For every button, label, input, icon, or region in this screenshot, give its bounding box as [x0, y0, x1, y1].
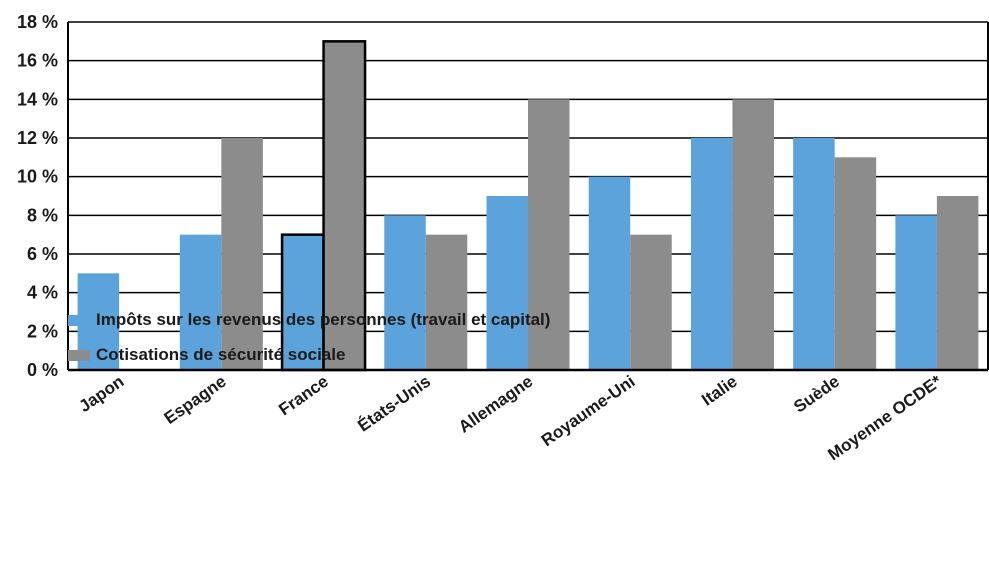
bar-états-unis-s0 [384, 215, 426, 370]
plot-frame [67, 22, 989, 372]
bar-espagne-s0 [179, 234, 222, 370]
x-category-label: Royaume-Uni [538, 372, 639, 450]
bar-états-unis-s1 [425, 234, 468, 370]
legend-label-income-tax: Impôts sur les revenus des personnes (tr… [96, 310, 551, 329]
y-tick-label: 12 % [17, 128, 58, 148]
x-category-label: France [275, 372, 332, 420]
x-category-label: Italie [698, 372, 741, 410]
y-tick-label: 10 % [17, 167, 58, 187]
bar-moyenne-ocde--s0 [895, 215, 937, 370]
bar-italie-s1 [732, 99, 774, 370]
legend-swatch-social-security [68, 349, 90, 361]
legend-item-income-tax: Impôts sur les revenus des personnes (tr… [68, 310, 550, 330]
x-category-label: Japon [75, 372, 127, 416]
bar-moyenne-ocde--s1 [936, 196, 979, 370]
bar-france-s1 [322, 40, 367, 372]
x-category-label: Espagne [161, 372, 230, 428]
y-tick-label: 4 % [27, 283, 58, 303]
bar-espagne-s1 [221, 138, 263, 370]
bar-suède-s0 [793, 138, 835, 370]
x-category-label: Suède [790, 372, 843, 417]
y-tick-label: 18 % [17, 12, 58, 32]
bar-allemagne-s0 [486, 196, 528, 370]
bar-allemagne-s1 [528, 99, 570, 370]
legend-swatch-income-tax [68, 314, 90, 326]
y-tick-label: 16 % [17, 51, 58, 71]
y-tick-label: 8 % [27, 205, 58, 225]
bar-royaume-uni-s0 [588, 176, 631, 370]
y-axis-tick-labels: 0 % 2 % 4 % 6 % 8 % 10 % 12 % 14 % 16 % 18 % [17, 12, 58, 380]
bars [77, 40, 979, 372]
bar-italie-s0 [690, 138, 733, 370]
x-category-label: Moyenne OCDE* [824, 371, 945, 464]
bar-royaume-uni-s1 [630, 234, 672, 370]
y-tick-label: 0 % [27, 360, 58, 380]
legend-label-social-security: Cotisations de sécurité sociale [96, 345, 346, 364]
bar-suède-s1 [834, 157, 877, 370]
x-category-label: Allemagne [455, 372, 536, 437]
y-tick-label: 2 % [27, 321, 58, 341]
x-category-label: États-Unis [354, 372, 434, 436]
x-axis-category-labels: Japon Espagne France États-Unis Allemagne Roy… [75, 371, 945, 464]
y-tick-label: 14 % [17, 89, 58, 109]
legend-item-social-security: Cotisations de sécurité sociale [68, 345, 345, 365]
y-tick-label: 6 % [27, 244, 58, 264]
